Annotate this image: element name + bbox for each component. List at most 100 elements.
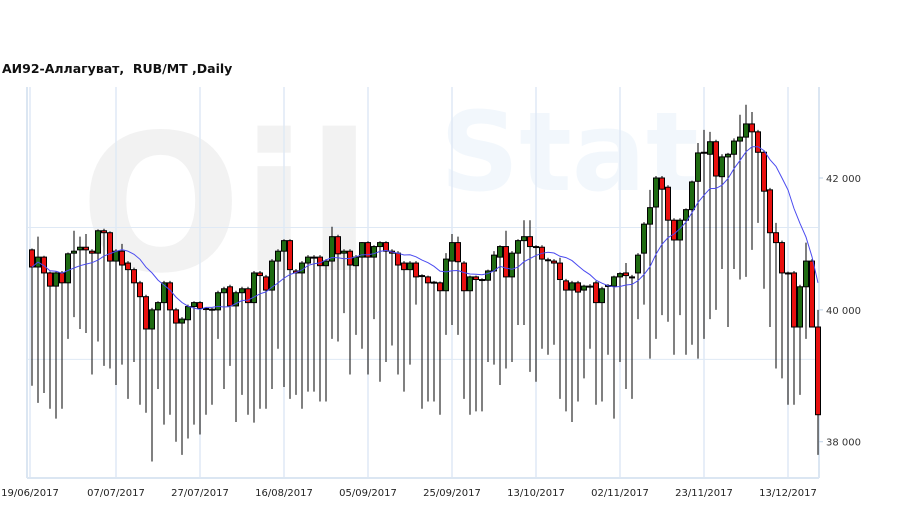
candle-up [407, 262, 413, 271]
candle-up [431, 281, 437, 284]
candle-up [743, 123, 749, 138]
candle-up [371, 246, 377, 258]
candle-up [803, 260, 809, 288]
candle-down [263, 276, 269, 291]
candle-down [227, 286, 233, 307]
candle-up [209, 308, 215, 311]
candle-down [671, 219, 677, 241]
candle-up [155, 302, 161, 311]
candle-up [689, 181, 695, 211]
candle-up [269, 260, 275, 291]
svg-text:Oil: Oil [80, 94, 372, 315]
candle-up [239, 288, 245, 294]
candle-down [809, 260, 815, 328]
candle-up [113, 250, 119, 262]
candle-down [593, 282, 599, 304]
candle-down [413, 262, 419, 278]
candle-down [713, 141, 719, 177]
candle-down [143, 296, 149, 330]
oilstat-watermark-logo: Oil Stat [80, 88, 699, 315]
candle-down [47, 272, 53, 287]
x-tick-label: 25/09/2017 [423, 488, 481, 499]
candle-up [581, 285, 587, 291]
x-tick-label: 27/07/2017 [171, 488, 229, 499]
x-tick-label: 13/10/2017 [507, 488, 565, 499]
candle-down [461, 262, 467, 292]
candle-down [563, 280, 569, 291]
candle-down [197, 302, 203, 310]
chart-title: АИ92-Аллагуват, RUB/MT ,Daily [2, 61, 233, 76]
x-tick-label: 02/11/2017 [591, 488, 649, 499]
candle-down [383, 242, 389, 252]
svg-text:Stat: Stat [440, 88, 699, 216]
candle-up [299, 262, 305, 274]
candle-down [59, 272, 65, 284]
y-tick-label: 38 000 [826, 438, 861, 449]
candle-down [401, 262, 407, 271]
candle-up [629, 276, 635, 279]
candle-up [233, 292, 239, 307]
candle-up [725, 153, 731, 158]
candle-down [83, 246, 89, 251]
candle-up [599, 288, 605, 304]
candle-down [365, 242, 371, 258]
candle-up [149, 309, 155, 330]
moving-average-line [31, 146, 819, 310]
candles [29, 104, 821, 462]
candle-down [437, 282, 443, 292]
candle-up [215, 292, 221, 311]
candle-up [731, 140, 737, 155]
candle-down [545, 259, 551, 262]
candle-up [275, 250, 281, 262]
candle-down [41, 256, 47, 274]
candle-up [497, 246, 503, 258]
candle-down [395, 252, 401, 266]
candle-up [653, 177, 659, 208]
candle-down [119, 250, 125, 266]
candle-up [677, 219, 683, 241]
candle-down [779, 242, 785, 274]
y-tick-label: 42 000 [826, 174, 861, 185]
candle-down [533, 246, 539, 249]
candle-down [125, 262, 131, 271]
candle-down [767, 189, 773, 234]
candle-up [71, 250, 77, 254]
candle-up [797, 286, 803, 328]
candle-down [503, 246, 509, 278]
candle-up [485, 270, 491, 281]
candle-down [551, 260, 557, 264]
candle-down [173, 309, 179, 324]
candle-up [491, 254, 497, 272]
candle-down [557, 262, 563, 281]
candle-up [647, 207, 653, 225]
candle-up [161, 282, 167, 304]
candle-up [251, 272, 257, 304]
candle-down [29, 249, 35, 268]
candle-up [329, 236, 335, 262]
candle-up [719, 156, 725, 178]
candle-up [65, 253, 71, 284]
x-tick-label: 19/06/2017 [1, 488, 59, 499]
candle-up [191, 302, 197, 308]
candle-up [635, 254, 641, 274]
candle-up [617, 273, 623, 278]
candle-up [353, 256, 359, 267]
axis-labels: 19/06/2017 07/07/2017 27/07/2017 16/08/2017… [1, 174, 861, 499]
y-tick-label: 40 000 [826, 306, 861, 317]
candle-up [323, 260, 329, 267]
candle-down [473, 276, 479, 281]
candle-down [245, 288, 251, 304]
candle-down [623, 272, 629, 277]
candle-down [755, 131, 761, 153]
candle-down [317, 256, 323, 267]
candle-up [359, 242, 365, 258]
candle-up [641, 223, 647, 254]
candle-up [449, 242, 455, 262]
candle-down [101, 230, 107, 234]
candle-up [281, 240, 287, 252]
candle-down [479, 279, 485, 282]
candle-up [77, 246, 83, 251]
candle-down [131, 269, 137, 284]
candle-down [167, 282, 173, 311]
